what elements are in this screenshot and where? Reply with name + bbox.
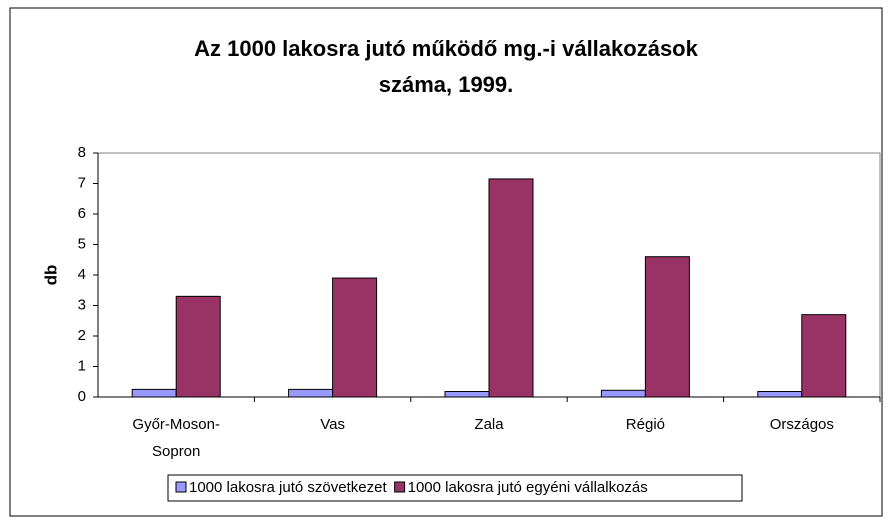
x-tick-label: Régió (626, 416, 665, 433)
chart-frame (9, 7, 883, 517)
bar (444, 391, 490, 398)
bar (332, 277, 378, 398)
y-tick-label: 8 (78, 144, 86, 161)
y-tick-label: 0 (78, 388, 86, 405)
legend-label: 1000 lakosra jutó szövetkezet (189, 479, 387, 496)
y-tick-label: 2 (78, 327, 86, 344)
y-tick-label: 7 (78, 174, 86, 191)
x-tick-label: Vas (320, 416, 345, 433)
x-tick-label: Győr-Moson-Sopron (132, 416, 220, 460)
bar (131, 388, 177, 398)
legend-swatch (175, 481, 187, 493)
bar (757, 391, 803, 398)
bar (801, 314, 847, 398)
legend-label: 1000 lakosra jutó egyéni vállalkozás (408, 479, 648, 496)
legend-box (167, 474, 743, 502)
y-tick-label: 4 (78, 266, 86, 283)
chart-title: Az 1000 lakosra jutó működő mg.-i vállak… (194, 36, 698, 61)
y-tick-label: 1 (78, 357, 86, 374)
x-tick-label: Országos (770, 416, 834, 433)
y-tick-label: 5 (78, 235, 86, 252)
x-tick-label: Zala (474, 416, 504, 433)
bar (488, 178, 534, 398)
y-tick-label: 6 (78, 205, 86, 222)
bar (288, 388, 334, 398)
y-axis-label: db (41, 265, 60, 286)
bar (644, 256, 690, 398)
chart-title: száma, 1999. (379, 72, 514, 97)
bar (600, 389, 646, 398)
bar (175, 295, 221, 398)
y-tick-label: 3 (78, 296, 86, 313)
legend-swatch (394, 481, 406, 493)
